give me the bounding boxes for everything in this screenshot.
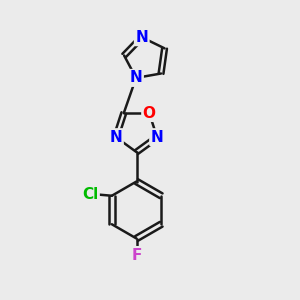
Text: N: N (151, 130, 164, 145)
Text: N: N (130, 70, 142, 86)
Text: Cl: Cl (82, 187, 98, 202)
Text: O: O (143, 106, 156, 121)
Text: N: N (110, 130, 122, 145)
Text: N: N (135, 30, 148, 45)
Text: F: F (131, 248, 142, 262)
